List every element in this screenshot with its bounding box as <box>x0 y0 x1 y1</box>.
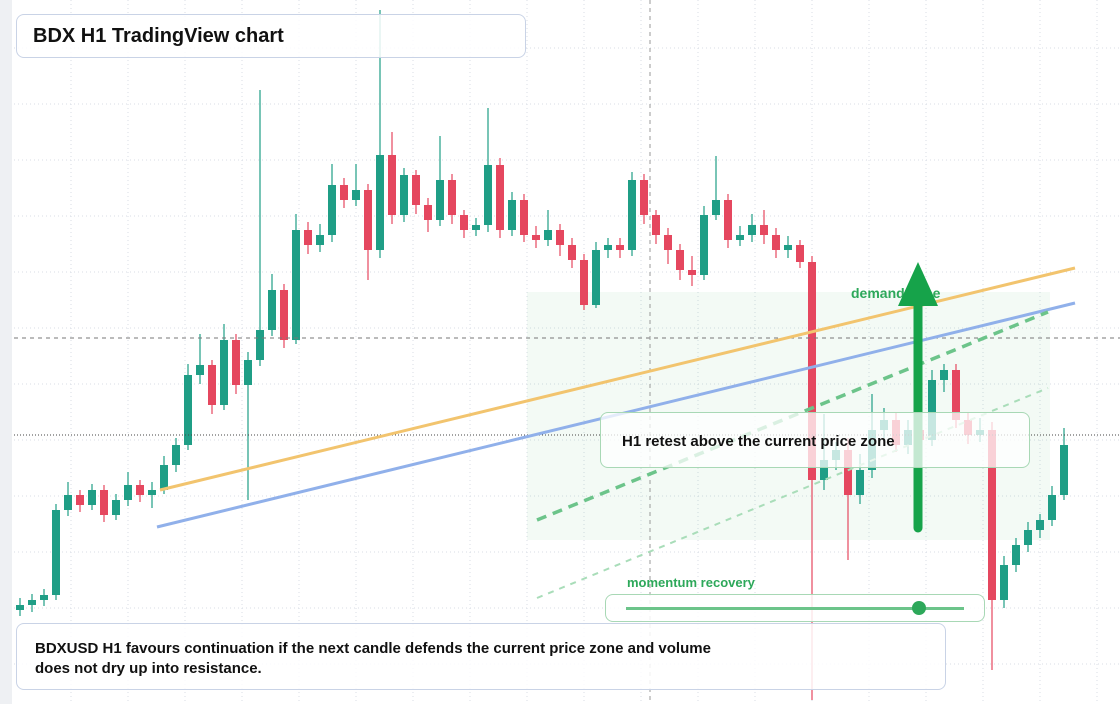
candle-body <box>592 250 600 305</box>
candle-body <box>1012 545 1020 565</box>
candle-body <box>376 155 384 250</box>
caption: BDXUSD H1 favours continuation if the ne… <box>35 640 711 677</box>
candle-body <box>436 180 444 220</box>
candle-body <box>316 235 324 245</box>
candle-body <box>16 605 24 610</box>
candle-body <box>520 200 528 235</box>
candle-body <box>604 245 612 250</box>
candle-body <box>256 330 264 360</box>
candle-body <box>364 190 372 250</box>
candle-body <box>112 500 120 515</box>
candle-body <box>1024 530 1032 545</box>
candle-body <box>640 180 648 215</box>
candle-body <box>676 250 684 270</box>
candle-body <box>448 180 456 215</box>
candle-body <box>352 190 360 200</box>
candle-body <box>292 230 300 340</box>
candle-body <box>1000 565 1008 600</box>
candle-body <box>40 595 48 600</box>
candle-body <box>328 185 336 235</box>
candle-body <box>124 485 132 500</box>
candle-body <box>28 600 36 605</box>
candle-body <box>760 225 768 235</box>
candle-body <box>820 460 828 480</box>
candle-body <box>88 490 96 505</box>
arrow-head <box>898 262 938 306</box>
candle-body <box>556 230 564 245</box>
momentum-box <box>605 594 985 622</box>
candle-body <box>1048 495 1056 520</box>
candle-body <box>268 290 276 330</box>
candle-body <box>568 245 576 260</box>
momentum-label: momentum recovery <box>627 575 755 590</box>
candle-body <box>712 200 720 215</box>
candle-body <box>628 180 636 250</box>
candle-body <box>616 245 624 250</box>
candle-body <box>424 205 432 220</box>
candle-body <box>988 430 996 600</box>
candle-body <box>172 445 180 465</box>
caption-box: BDXUSD H1 favours continuation if the ne… <box>16 623 946 690</box>
momentum-knob <box>912 601 926 615</box>
candle-body <box>724 200 732 240</box>
candle-body <box>532 235 540 240</box>
retest-label: H1 retest above the current price zone <box>622 433 895 450</box>
candle-body <box>1060 445 1068 495</box>
candle-body <box>52 510 60 595</box>
candle-body <box>484 165 492 225</box>
candle-body <box>196 365 204 375</box>
candle-body <box>652 215 660 235</box>
candle-body <box>280 290 288 340</box>
candle-body <box>940 370 948 380</box>
grid <box>14 0 1120 704</box>
chart-title: BDX H1 TradingView chart <box>33 25 284 47</box>
candle-body <box>460 215 468 230</box>
candle-body <box>76 495 84 505</box>
candle-body <box>748 225 756 235</box>
candle-body <box>136 485 144 495</box>
candle-body <box>232 340 240 385</box>
candle-body <box>544 230 552 240</box>
candle-body <box>412 175 420 205</box>
candle-body <box>688 270 696 275</box>
candle-body <box>496 165 504 230</box>
candle-body <box>388 155 396 215</box>
candle-body <box>184 375 192 445</box>
candle-body <box>508 200 516 230</box>
candle-body <box>64 495 72 510</box>
candle-body <box>472 225 480 230</box>
candle-body <box>340 185 348 200</box>
candle-body <box>856 470 864 495</box>
title-box: BDX H1 TradingView chart <box>16 14 526 58</box>
left-strip <box>0 0 12 704</box>
candle-body <box>580 260 588 305</box>
candle-body <box>784 245 792 250</box>
candle-body <box>928 380 936 440</box>
candle-body <box>400 175 408 215</box>
retest-box: H1 retest above the current price zone <box>600 412 1030 468</box>
candle-body <box>148 490 156 495</box>
candle-body <box>220 340 228 405</box>
candle-body <box>304 230 312 245</box>
candle-body <box>664 235 672 250</box>
candle-body <box>952 370 960 420</box>
candle-body <box>844 450 852 495</box>
momentum-track <box>626 607 964 610</box>
candle-body <box>244 360 252 385</box>
candle-body <box>808 262 816 480</box>
candle-body <box>700 215 708 275</box>
candle-body <box>772 235 780 250</box>
candle-body <box>160 465 168 490</box>
candle-body <box>100 490 108 515</box>
candle-body <box>796 245 804 262</box>
candle-body <box>208 365 216 405</box>
candle-body <box>736 235 744 240</box>
candle-body <box>1036 520 1044 530</box>
